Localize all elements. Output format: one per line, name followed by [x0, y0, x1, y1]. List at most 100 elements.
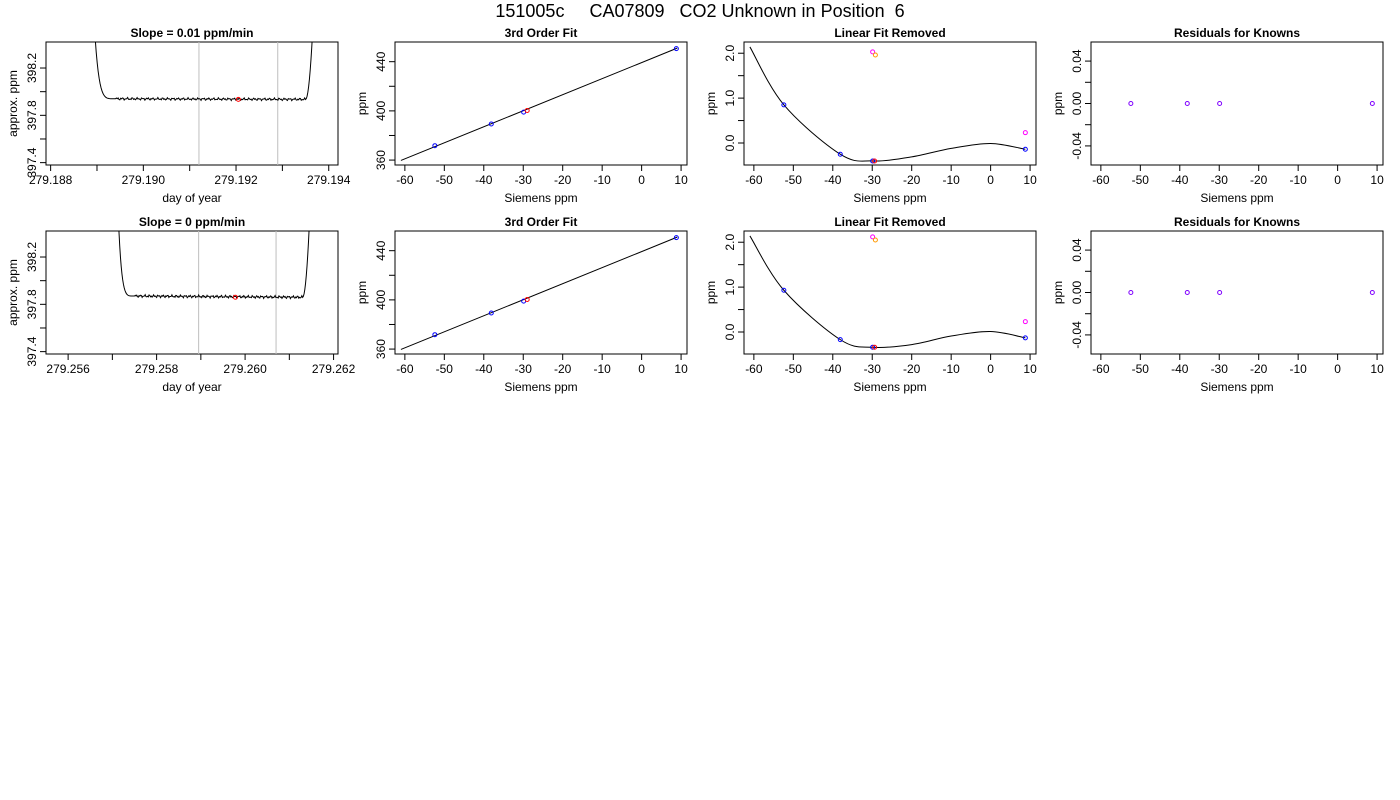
- y-tick-label: 360: [374, 150, 388, 170]
- x-tick-label: -60: [396, 362, 414, 376]
- data-point: [1022, 335, 1028, 341]
- panel-title: 3rd Order Fit: [505, 215, 578, 229]
- x-tick-label: 10: [674, 362, 688, 376]
- y-tick-label: 0.0: [723, 323, 737, 340]
- x-tick-label: -50: [1132, 173, 1150, 187]
- data-point: [1217, 101, 1223, 106]
- x-tick-label: -30: [864, 173, 882, 187]
- y-tick-label: 397.4: [25, 336, 39, 366]
- data-point: [524, 297, 530, 303]
- y-tick-label: 2.0: [723, 234, 737, 251]
- y-axis-label: ppm: [704, 281, 718, 304]
- y-tick-label: 400: [374, 290, 388, 310]
- plot-area: [749, 46, 1028, 164]
- x-axis-label: day of year: [162, 380, 221, 394]
- x-tick-label: 10: [1370, 362, 1384, 376]
- x-tick-label: 10: [674, 173, 688, 187]
- x-tick-label: -10: [593, 173, 611, 187]
- x-tick-label: -60: [745, 173, 763, 187]
- x-tick-label: 279.262: [312, 362, 356, 376]
- x-axis-label: Siemens ppm: [1200, 380, 1273, 394]
- data-point: [870, 234, 876, 240]
- data-point: [781, 287, 787, 293]
- data-point: [524, 108, 530, 114]
- data-point: [872, 344, 878, 350]
- data-point: [872, 237, 878, 243]
- x-tick-label: 279.188: [29, 173, 73, 187]
- plot-area: [1128, 101, 1375, 106]
- data-point: [488, 310, 494, 316]
- plot-frame: [1090, 230, 1384, 355]
- x-tick-label: -30: [1211, 362, 1229, 376]
- x-axis-label: Siemens ppm: [504, 380, 577, 394]
- x-tick-label: -20: [1250, 362, 1268, 376]
- y-tick-label: 0.04: [1070, 238, 1084, 262]
- x-axis-label: day of year: [162, 191, 221, 205]
- x-tick-label: -60: [396, 173, 414, 187]
- data-point: [872, 52, 878, 58]
- x-tick-label: 279.256: [46, 362, 90, 376]
- x-tick-label: -10: [1289, 173, 1307, 187]
- data-point: [870, 49, 876, 55]
- x-tick-label: -40: [824, 362, 842, 376]
- y-tick-label: 400: [374, 101, 388, 121]
- y-tick-label: -0.04: [1070, 321, 1084, 349]
- y-tick-label: -0.04: [1070, 132, 1084, 160]
- x-axis-label: Siemens ppm: [853, 380, 926, 394]
- x-tick-label: 10: [1370, 173, 1384, 187]
- x-axis-label: Siemens ppm: [853, 191, 926, 205]
- y-tick-label: 398.2: [25, 53, 39, 83]
- x-tick-label: 279.192: [214, 173, 258, 187]
- y-tick-label: 360: [374, 339, 388, 359]
- data-point: [432, 143, 438, 149]
- y-tick-label: 2.0: [723, 45, 737, 62]
- x-tick-label: -40: [475, 173, 493, 187]
- y-tick-label: 1.0: [723, 89, 737, 106]
- x-tick-label: -50: [785, 362, 803, 376]
- plot-area: [94, 42, 313, 165]
- x-tick-label: -10: [593, 362, 611, 376]
- panel-title: Linear Fit Removed: [834, 215, 945, 229]
- panel-3: Linear Fit Removed -60 -50 -40 -30 -20 -10 0 10 0…: [704, 26, 1037, 205]
- panel-4: Residuals for Knowns -60 -50 -40 -30 -20 -10 0 1…: [1051, 26, 1384, 205]
- x-tick-label: -40: [824, 173, 842, 187]
- data-point: [432, 332, 438, 338]
- y-axis-label: ppm: [355, 281, 369, 304]
- page-title: 151005c CA07809 CO2 Unknown in Position …: [495, 1, 905, 21]
- data-point: [872, 158, 878, 164]
- panel-5: Slope = 0 ppm/min 279.256 279.258 279.260 27…: [6, 215, 356, 394]
- data-point: [1217, 290, 1223, 295]
- x-tick-label: 0: [987, 362, 994, 376]
- data-point: [1128, 290, 1134, 295]
- cubic-fit-curve: [749, 46, 1026, 162]
- plot-area: [400, 46, 679, 161]
- y-axis-label: ppm: [704, 92, 718, 115]
- data-point: [1184, 290, 1190, 295]
- data-point: [673, 46, 679, 52]
- x-tick-label: -40: [1171, 362, 1189, 376]
- x-tick-label: -30: [1211, 173, 1229, 187]
- panel-title: Slope = 0.01 ppm/min: [130, 26, 253, 40]
- x-tick-label: -10: [942, 173, 960, 187]
- plot-frame: [45, 41, 339, 166]
- panel-6: 3rd Order Fit -60 -50 -40 -30 -20 -10 0 10 360 400…: [355, 215, 688, 394]
- plot-frame: [743, 41, 1037, 166]
- x-tick-label: -50: [436, 173, 454, 187]
- x-tick-label: 10: [1023, 173, 1037, 187]
- x-tick-label: -50: [1132, 362, 1150, 376]
- y-tick-label: 440: [374, 240, 388, 260]
- plot-frame: [394, 41, 688, 166]
- x-tick-label: -20: [554, 173, 572, 187]
- x-tick-label: -60: [745, 362, 763, 376]
- data-point: [1369, 290, 1375, 295]
- x-tick-label: -40: [1171, 173, 1189, 187]
- x-tick-label: -20: [903, 173, 921, 187]
- y-axis-label: ppm: [1051, 92, 1065, 115]
- panel-7: Linear Fit Removed -60 -50 -40 -30 -20 -10 0 10 0…: [704, 215, 1037, 394]
- data-point: [488, 121, 494, 127]
- y-tick-label: 397.8: [25, 289, 39, 319]
- y-tick-label: 0.0: [723, 134, 737, 151]
- data-point: [1022, 146, 1028, 152]
- data-point: [837, 337, 843, 343]
- data-point: [781, 102, 787, 108]
